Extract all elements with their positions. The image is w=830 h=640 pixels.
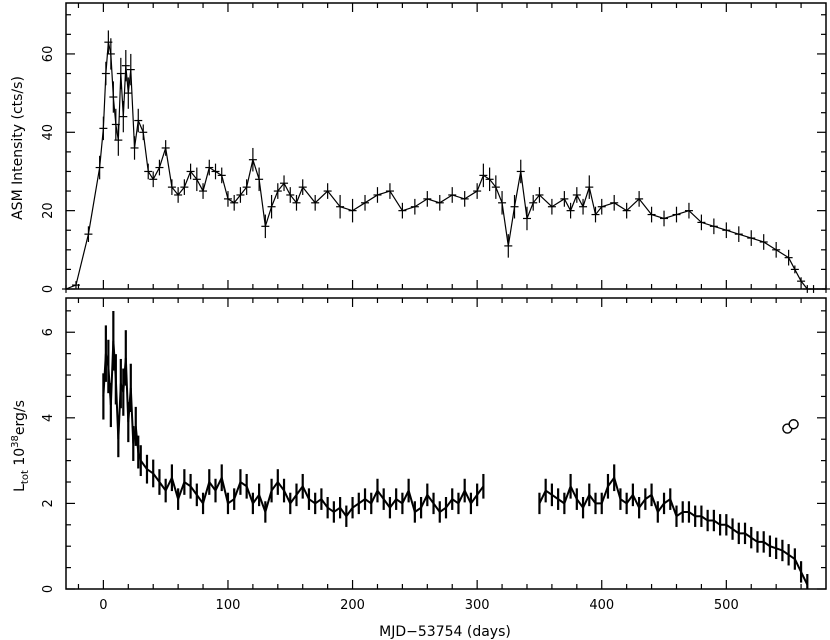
y-axis-label-bottom: Ltot 1038erg/s [10,400,31,492]
x-axis-label: MJD−53754 (days) [379,624,511,640]
bottom-y-tick-label: 2 [41,499,56,507]
x-tick-label: 0 [99,598,107,613]
luminosity-open-point [788,419,799,430]
y-axis-label-top: ASM Intensity (cts/s) [10,76,26,220]
top-y-tick-label: 60 [41,46,56,63]
y-axis-label-rest: 10 [12,448,28,470]
luminosity-series-line [538,475,809,586]
x-tick-label: 500 [714,598,739,613]
y-axis-label-sub: tot [20,470,31,484]
x-tick-label: 100 [216,598,241,613]
bottom-panel: 0 100 200 300 400 500 0 2 4 6 [41,297,827,613]
top-frame [65,2,827,290]
bottom-y-tick-label: 6 [41,328,56,336]
bottom-frame [65,297,827,590]
y-axis-label-main: L [12,484,28,492]
bottom-y-tick-label: 0 [41,585,56,593]
y-axis-label-unit: erg/s [12,400,28,435]
top-y-tick-label: 0 [41,285,56,293]
top-panel: 0 20 40 60 [41,2,830,293]
x-tick-label: 400 [589,598,614,613]
bottom-y-tick-label: 4 [41,414,56,422]
top-y-tick-label: 40 [41,124,56,141]
y-axis-label-sup: 38 [10,435,21,448]
x-tick-label: 200 [340,598,365,613]
x-tick-label: 300 [465,598,490,613]
top-y-tick-label: 20 [41,202,56,219]
asm-series-line [65,42,826,290]
